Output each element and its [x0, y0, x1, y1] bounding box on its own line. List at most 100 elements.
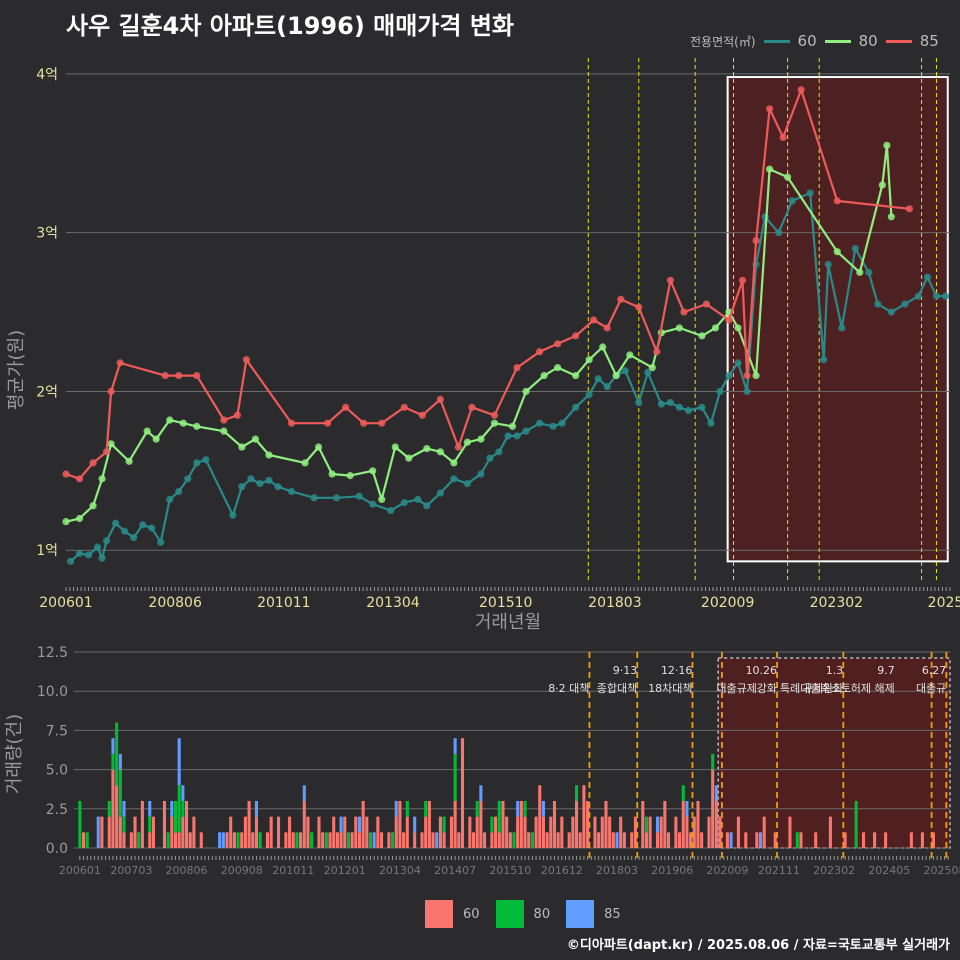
- bar-80: [324, 832, 328, 848]
- data-point-60: [400, 499, 408, 507]
- bar-60: [181, 816, 185, 848]
- data-point-80: [626, 351, 634, 359]
- data-point-80: [346, 472, 354, 480]
- bar-60: [291, 832, 295, 848]
- bar-80: [115, 722, 119, 786]
- bar-60: [350, 832, 354, 848]
- data-point-85: [617, 295, 625, 303]
- bar-60: [762, 816, 766, 848]
- data-point-85: [468, 403, 476, 411]
- data-point-60: [513, 432, 521, 440]
- bar-60: [571, 816, 575, 848]
- data-point-85: [680, 308, 688, 316]
- bar-60: [100, 816, 104, 848]
- data-point-60: [121, 527, 129, 535]
- event-date-label: 6.27: [922, 664, 947, 677]
- bar-60: [523, 816, 527, 848]
- event-date-label: 9.7: [877, 664, 895, 677]
- bar-60: [567, 832, 571, 848]
- data-point-85: [400, 403, 408, 411]
- bar-60: [442, 832, 446, 848]
- data-point-80: [490, 419, 499, 427]
- data-point-60: [247, 475, 255, 483]
- data-point-80: [436, 448, 444, 456]
- legend-label-60: 60: [797, 32, 817, 50]
- bar-60: [655, 832, 660, 848]
- data-point-80: [193, 422, 201, 430]
- bar-60: [394, 816, 398, 848]
- bar-80: [78, 800, 82, 848]
- bar-85: [413, 816, 417, 833]
- data-point-60: [941, 292, 950, 300]
- bar-85: [615, 832, 619, 848]
- data-point-60: [820, 356, 828, 364]
- bar-80: [711, 753, 715, 770]
- bar-60: [449, 816, 453, 848]
- bar-legend-item-85: 85: [566, 900, 621, 928]
- bar-60: [700, 832, 704, 848]
- data-point-85: [905, 205, 914, 213]
- event-date-label: 12·16: [661, 664, 693, 677]
- data-point-85: [107, 387, 115, 396]
- bar-60: [129, 832, 133, 848]
- data-point-80: [612, 371, 620, 380]
- bar-60: [81, 832, 86, 848]
- data-point-60: [229, 511, 237, 519]
- bar-highlight-box: [717, 657, 951, 849]
- bar-60: [597, 832, 601, 848]
- bar-60: [354, 816, 358, 848]
- bar-60: [773, 832, 777, 848]
- data-point-60: [734, 359, 742, 367]
- bar-80: [346, 832, 350, 848]
- bar-60: [931, 832, 935, 848]
- data-point-80: [711, 324, 720, 332]
- bar-y-tick-label: 0.0: [46, 841, 68, 857]
- bar-60: [497, 832, 501, 848]
- bar-85: [685, 800, 689, 817]
- area-legend: 전용면적(㎡) 60 80 85: [690, 32, 939, 50]
- bar-60: [140, 800, 144, 848]
- data-point-60: [463, 479, 472, 488]
- data-point-85: [175, 371, 183, 380]
- data-point-85: [161, 371, 169, 380]
- bar-legend-label-60: 60: [463, 906, 480, 922]
- bar-y-tick-label: 10.0: [37, 684, 68, 700]
- bar-60: [148, 832, 152, 848]
- bar-x-tick-label: 202508: [923, 864, 960, 877]
- bar-85: [111, 738, 115, 754]
- data-point-85: [220, 416, 228, 424]
- data-point-85: [653, 348, 661, 356]
- data-point-60: [495, 448, 503, 456]
- data-point-60: [157, 538, 165, 546]
- data-point-60: [238, 483, 246, 491]
- data-point-60: [414, 495, 422, 504]
- bar-60: [265, 832, 270, 848]
- event-policy-label: 종합대책: [597, 682, 637, 695]
- data-point-80: [391, 443, 399, 451]
- bar-60: [475, 816, 479, 848]
- bar-x-tick-label: 201803: [596, 864, 638, 877]
- bar-60: [269, 816, 273, 848]
- data-point-85: [75, 475, 84, 483]
- x-tick-label: 200601: [39, 595, 92, 611]
- bar-80: [681, 785, 685, 801]
- bar-85: [714, 785, 718, 801]
- event-policy-label: 규제완화: [803, 682, 843, 695]
- bar-60: [453, 800, 457, 848]
- data-point-60: [66, 557, 75, 565]
- bar-60: [225, 832, 229, 848]
- data-point-80: [98, 475, 106, 483]
- data-point-60: [535, 419, 544, 427]
- bar-60: [604, 800, 608, 848]
- data-point-80: [463, 438, 472, 446]
- bar-60: [534, 816, 538, 848]
- bar-60: [873, 832, 877, 848]
- data-point-80: [833, 248, 841, 256]
- bar-legend-swatch-80: [495, 900, 524, 928]
- event-policy-label: 8·2 대책: [548, 682, 589, 695]
- data-point-60: [193, 459, 201, 467]
- data-point-80: [883, 141, 891, 149]
- x-tick-label: 202009: [701, 595, 754, 611]
- data-point-85: [418, 411, 426, 419]
- bar-80: [111, 753, 115, 770]
